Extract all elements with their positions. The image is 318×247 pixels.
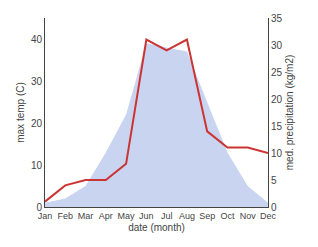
svg-text:max temp (C): max temp (C) [15, 82, 26, 143]
svg-text:0: 0 [271, 202, 277, 213]
svg-text:30: 30 [271, 40, 283, 51]
svg-text:Jan: Jan [38, 211, 53, 221]
svg-text:Mar: Mar [78, 211, 94, 221]
svg-text:40: 40 [31, 34, 43, 45]
svg-text:30: 30 [31, 76, 43, 87]
svg-text:25: 25 [271, 67, 283, 78]
svg-text:Aug: Aug [179, 211, 195, 221]
svg-text:10: 10 [271, 148, 283, 159]
svg-text:0: 0 [36, 202, 42, 213]
svg-text:35: 35 [271, 13, 283, 24]
svg-text:Feb: Feb [58, 211, 74, 221]
svg-text:20: 20 [31, 118, 43, 129]
svg-text:May: May [118, 211, 136, 221]
svg-text:Jul: Jul [161, 211, 173, 221]
svg-text:Nov: Nov [240, 211, 257, 221]
svg-text:15: 15 [271, 121, 283, 132]
svg-text:date (month): date (month) [128, 222, 185, 233]
svg-text:Apr: Apr [99, 211, 113, 221]
svg-text:20: 20 [271, 94, 283, 105]
svg-text:Sep: Sep [199, 211, 215, 221]
svg-text:5: 5 [271, 175, 277, 186]
svg-text:Dec: Dec [260, 211, 277, 221]
svg-text:Oct: Oct [220, 211, 235, 221]
svg-text:med. precipitation (kg/m2): med. precipitation (kg/m2) [284, 55, 295, 171]
svg-text:Jun: Jun [139, 211, 154, 221]
svg-text:10: 10 [31, 160, 43, 171]
